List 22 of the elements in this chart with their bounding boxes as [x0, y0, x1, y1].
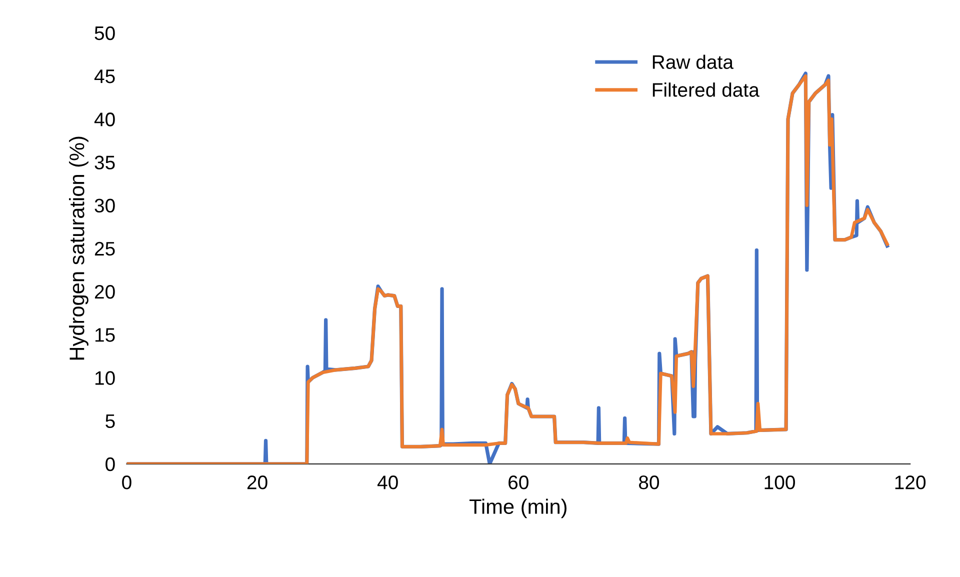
y-tick-label: 10: [95, 371, 115, 385]
y-tick-label: 45: [94, 70, 115, 84]
y-tick-label: 20: [94, 284, 115, 299]
x-tick-label: 120: [895, 476, 926, 490]
x-axis-title: Time (min): [470, 498, 566, 518]
y-tick-label: 0: [106, 457, 115, 472]
legend-label: Filtered data: [652, 82, 760, 97]
x-tick-label: 80: [638, 476, 660, 490]
y-tick-label: 35: [94, 156, 115, 170]
y-axis-title: Hydrogen saturation (%): [69, 136, 88, 360]
y-tick-label: 30: [94, 198, 115, 213]
y-tick-label: 15: [95, 328, 115, 342]
x-tick-label: 100: [764, 476, 795, 490]
legend-label: Raw data: [652, 54, 734, 69]
x-tick-label: 40: [377, 476, 398, 490]
x-tick-label: 20: [247, 476, 268, 490]
y-tick-label: 50: [94, 26, 115, 40]
x-tick-label: 60: [508, 476, 528, 490]
y-tick-label: 25: [94, 242, 115, 256]
x-tick-label: 0: [122, 476, 132, 490]
y-tick-label: 40: [94, 112, 115, 126]
y-tick-label: 5: [106, 414, 115, 428]
